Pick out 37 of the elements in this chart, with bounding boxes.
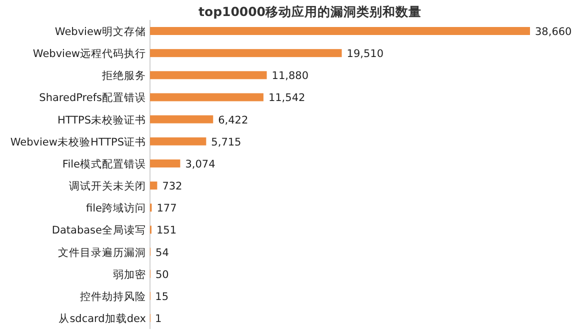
data-label: 5,715 — [211, 136, 242, 148]
data-label: 11,880 — [272, 70, 309, 82]
y-tick-label: File模式配置错误 — [62, 157, 146, 170]
data-label: 15 — [155, 290, 169, 303]
bar — [150, 27, 530, 35]
data-label: 6,422 — [218, 114, 248, 126]
y-tick-label: 拒绝服务 — [101, 70, 146, 82]
bar — [150, 137, 206, 146]
y-tick-label: 文件目录遍历漏洞 — [58, 246, 146, 259]
y-tick-label: file跨域访问 — [86, 202, 146, 215]
data-label: 732 — [162, 180, 182, 193]
chart-title: top10000移动应用的漏洞类别和数量 — [198, 4, 422, 19]
bar — [150, 93, 264, 102]
bar — [150, 71, 267, 80]
y-tick-label: 从sdcard加载dex — [58, 312, 146, 325]
y-tick-label: Database全局读写 — [52, 224, 146, 237]
data-label: 50 — [155, 268, 169, 281]
y-tick-label: 控件劫持风险 — [80, 290, 146, 303]
data-label: 3,074 — [185, 158, 216, 170]
data-label: 54 — [156, 246, 170, 259]
data-label: 38,660 — [535, 26, 572, 38]
data-label: 11,542 — [268, 92, 306, 104]
data-label: 1 — [155, 313, 162, 325]
bar — [150, 115, 214, 124]
y-tick-label: SharedPrefs配置错误 — [39, 92, 146, 104]
y-tick-label: HTTPS未校验证书 — [57, 113, 146, 126]
y-tick-label: Webview远程代码执行 — [32, 47, 146, 60]
y-tick-label: Webview明文存储 — [54, 25, 146, 38]
y-tick-label: Webview未校验HTTPS证书 — [10, 135, 146, 148]
y-tick-label: 弱加密 — [113, 268, 146, 281]
data-label: 19,510 — [346, 48, 384, 60]
data-label: 177 — [156, 202, 177, 215]
y-tick-label: 调试开关未关闭 — [69, 180, 146, 193]
bar — [150, 159, 180, 168]
data-label: 151 — [156, 224, 177, 237]
bar — [150, 182, 158, 190]
bar — [150, 49, 342, 58]
